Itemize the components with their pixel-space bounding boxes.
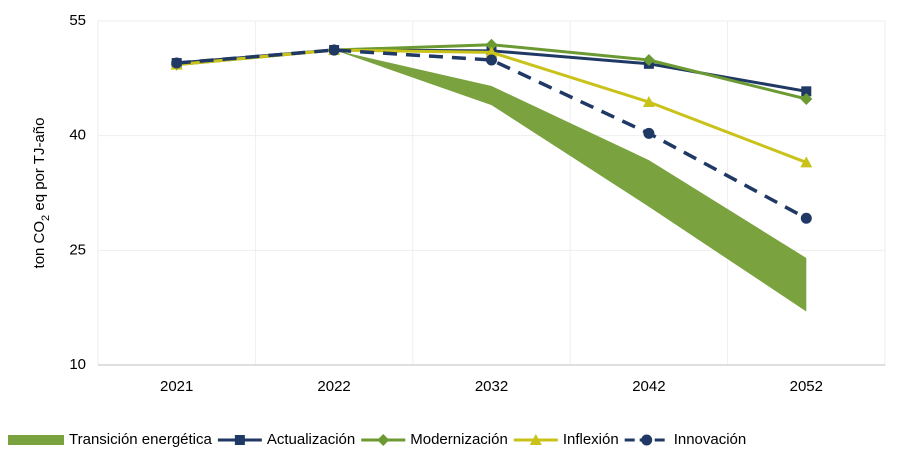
y-tick-label: 10: [69, 356, 86, 373]
marker: [171, 57, 183, 69]
y-tick-label: 40: [69, 127, 86, 144]
y-axis-label: ton CO2 eq por TJ-año: [31, 118, 52, 269]
x-tick-label: 2032: [475, 378, 508, 395]
series-line: [176, 48, 807, 164]
marker: [485, 38, 498, 51]
marker: [801, 86, 812, 97]
y-label-sub: 2: [40, 215, 52, 221]
marker: [485, 46, 498, 58]
marker: [234, 435, 245, 445]
legend-label: Actualización: [267, 431, 355, 448]
y-tick-label: 25: [69, 241, 86, 258]
marker: [486, 54, 497, 66]
legend-label: Innovación: [674, 431, 747, 448]
x-tick-label: 2022: [317, 378, 350, 395]
x-tick-label: 2042: [632, 378, 665, 395]
marker: [800, 156, 813, 168]
x-tick-label: 2052: [790, 378, 823, 395]
marker: [800, 212, 812, 224]
marker: [328, 44, 340, 56]
y-label-part: ton CO: [31, 221, 48, 269]
y-tick-label: 55: [69, 12, 86, 29]
x-tick-label: 2021: [160, 378, 193, 395]
marker: [641, 434, 653, 446]
marker: [529, 434, 542, 445]
legend-label: Inflexión: [563, 431, 619, 448]
legend-swatch: [8, 435, 64, 445]
legend-label: Modernización: [410, 431, 508, 448]
y-label-part: eq por TJ-año: [31, 118, 48, 215]
marker: [642, 96, 655, 108]
band-area: [176, 50, 807, 312]
marker: [642, 53, 655, 66]
marker: [643, 127, 655, 139]
marker: [377, 434, 390, 446]
legend-label: Transición energética: [69, 431, 213, 448]
marker: [800, 92, 813, 105]
series-line: [176, 48, 808, 220]
